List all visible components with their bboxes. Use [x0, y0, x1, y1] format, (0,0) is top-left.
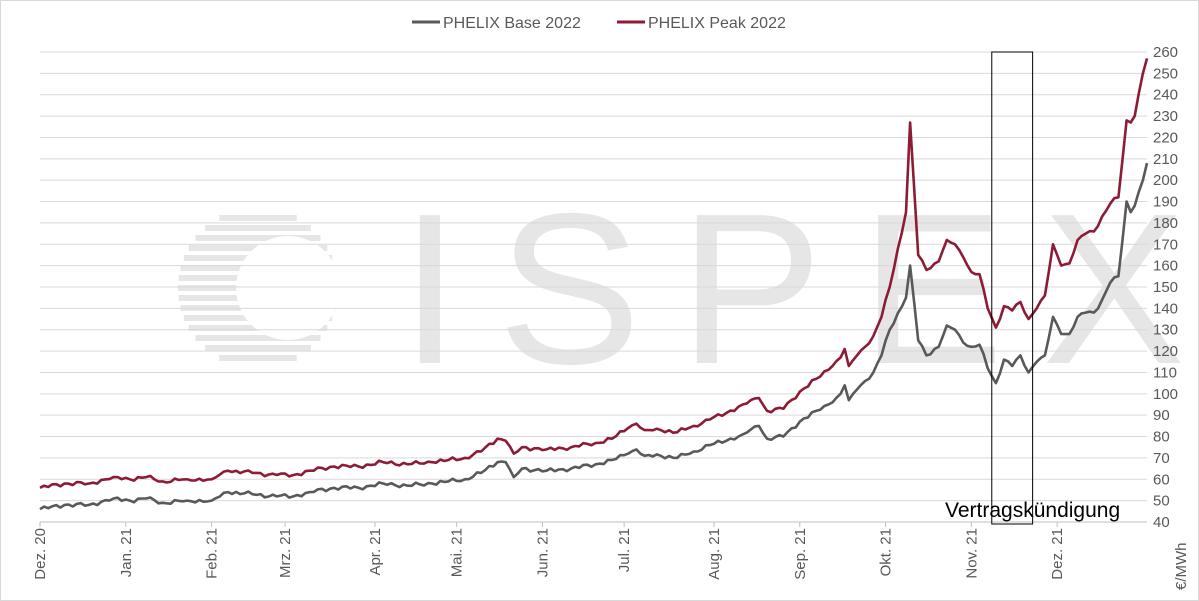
y-axis-label: €/MWh [1173, 542, 1190, 590]
x-tick-label: Dez. 20 [32, 528, 49, 580]
y-tick-label: 250 [1153, 65, 1178, 82]
legend: PHELIX Base 2022 PHELIX Peak 2022 [412, 15, 786, 32]
y-tick-label: 100 [1153, 386, 1178, 403]
x-tick-label: Apr. 21 [367, 528, 384, 576]
y-tick-label: 150 [1153, 279, 1178, 296]
series-lines [39, 58, 1149, 511]
y-tick-label: 60 [1153, 471, 1170, 488]
y-tick-label: 180 [1153, 215, 1178, 232]
x-axis: Dez. 20 Jan. 21 Feb. 21 Mrz. 21 Apr. 21 Mai. … [32, 521, 1147, 580]
y-tick-label: 120 [1153, 343, 1178, 360]
y-tick-label: 50 [1153, 493, 1170, 510]
y-tick-label: 200 [1153, 172, 1178, 189]
x-tick-label: Jun. 21 [534, 528, 551, 577]
x-tick-label: Mai. 21 [449, 528, 466, 577]
legend-label: PHELIX Peak 2022 [648, 15, 786, 32]
x-tick-label: Okt. 21 [878, 528, 895, 576]
watermark-text: ISPEX [400, 168, 1199, 409]
y-tick-label: 210 [1153, 151, 1178, 168]
series-line [39, 162, 1149, 511]
y-tick-label: 70 [1153, 450, 1170, 467]
x-tick-label: Feb. 21 [204, 528, 221, 579]
legend-label: PHELIX Base 2022 [443, 15, 581, 32]
y-tick-label: 40 [1153, 514, 1170, 531]
logo-cutout [236, 236, 340, 340]
annotation: Vertragskündigung [945, 51, 1120, 525]
series-line [39, 58, 1149, 489]
x-tick-label: Dez. 21 [1049, 528, 1066, 580]
y-tick-label: 170 [1153, 236, 1178, 253]
y-tick-label: 80 [1153, 429, 1170, 446]
y-tick-label: 110 [1153, 364, 1177, 381]
y-tick-label: 190 [1153, 194, 1178, 211]
y-axis: 40 50 60 70 80 90 100 110 120 130 140 150 160 170 180 1… [1153, 44, 1178, 531]
x-tick-label: Nov. 21 [963, 528, 980, 579]
x-tick-label: Sep. 21 [792, 528, 809, 580]
x-tick-label: Jan. 21 [118, 528, 135, 577]
grid-lines [40, 51, 1147, 523]
x-tick-label: Aug. 21 [706, 528, 723, 580]
y-tick-label: 240 [1153, 87, 1178, 104]
y-tick-label: 90 [1153, 407, 1170, 424]
y-tick-label: 260 [1153, 44, 1178, 61]
ispex-logo-icon [178, 215, 340, 361]
y-tick-label: 220 [1153, 129, 1178, 146]
y-tick-label: 140 [1153, 300, 1178, 317]
x-tick-label: Jul. 21 [616, 528, 633, 572]
annotation-label: Vertragskündigung [945, 499, 1120, 522]
x-tick-label: Mrz. 21 [277, 528, 294, 578]
y-tick-label: 130 [1153, 322, 1178, 339]
y-tick-label: 160 [1153, 258, 1178, 275]
y-tick-label: 230 [1153, 108, 1178, 125]
annotation-box [991, 51, 1034, 525]
